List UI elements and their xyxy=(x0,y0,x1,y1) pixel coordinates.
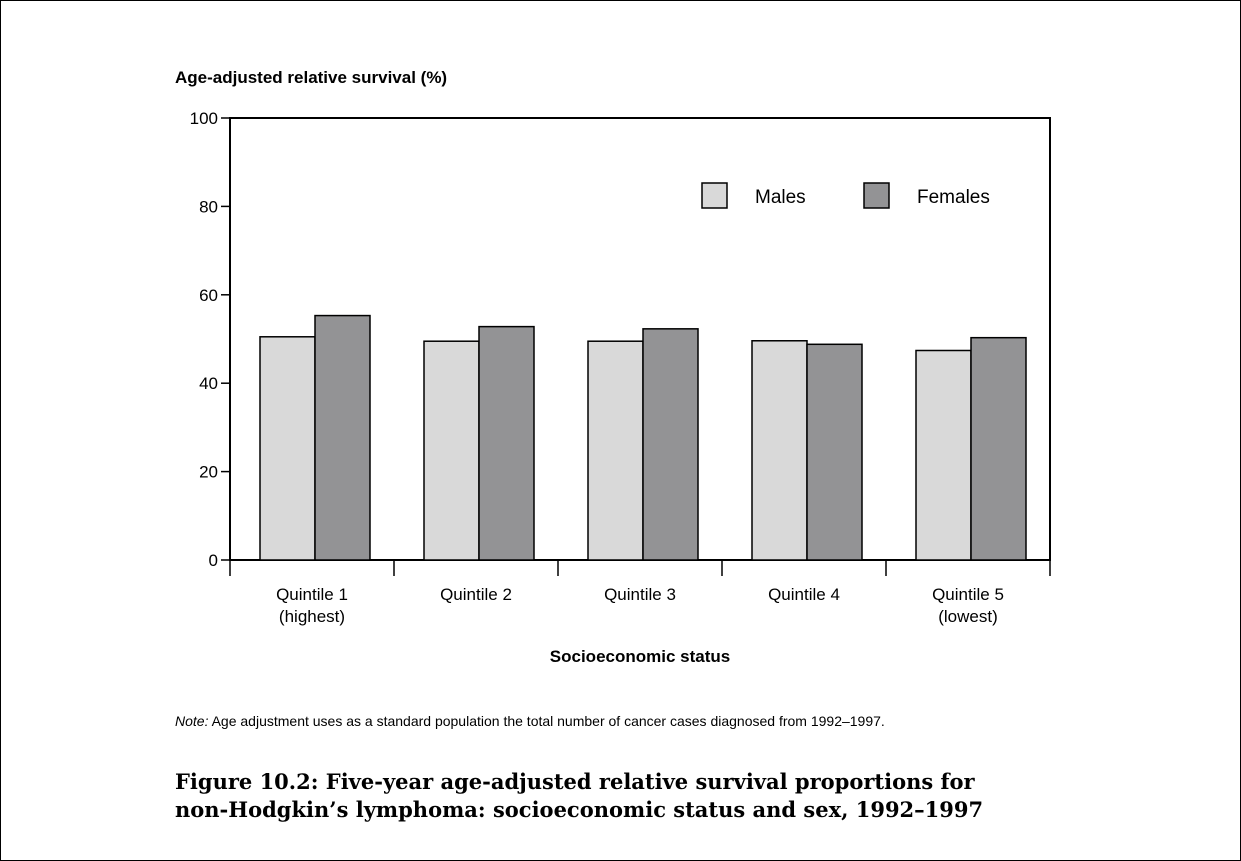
x-category-label: Quintile 3 xyxy=(604,585,676,604)
x-category-label: (highest) xyxy=(279,607,345,626)
bar-males-1 xyxy=(259,336,316,561)
bar-chart: Age-adjusted relative survival (%) 0 20 40… xyxy=(175,68,1051,666)
y-tick-label: 20 xyxy=(199,463,218,482)
bar-males-2 xyxy=(423,340,480,561)
figure-caption: Figure 10.2: Five-year age-adjusted rela… xyxy=(175,768,1175,824)
y-tick-label: 40 xyxy=(199,374,218,393)
legend-label-females: Females xyxy=(917,187,990,208)
legend-swatch-males xyxy=(701,182,728,209)
bar-females-4 xyxy=(806,343,863,561)
bar-females-3 xyxy=(642,328,699,561)
y-tick-label: 60 xyxy=(199,286,218,305)
bar-females-5 xyxy=(970,336,1027,561)
bar-males-3 xyxy=(587,340,644,561)
x-category-label: Quintile 5 xyxy=(932,585,1004,604)
caption-line-1: Figure 10.2: Five-year age-adjusted rela… xyxy=(175,769,975,794)
y-tick-label: 80 xyxy=(199,197,218,216)
y-tick-label: 0 xyxy=(209,551,218,570)
figure-note: Note: Age adjustment uses as a standard … xyxy=(175,713,885,729)
note-prefix: Note: xyxy=(175,713,209,729)
x-axis-title: Socioeconomic status xyxy=(550,647,730,666)
bar-females-2 xyxy=(478,325,535,561)
legend-label-males: Males xyxy=(755,187,806,208)
caption-line-2: non-Hodgkin’s lymphoma: socioeconomic st… xyxy=(175,797,984,822)
bar-females-1 xyxy=(314,314,371,561)
y-axis-title: Age-adjusted relative survival (%) xyxy=(175,68,447,87)
legend-swatch-females xyxy=(863,182,890,209)
note-text: Age adjustment uses as a standard popula… xyxy=(208,713,885,729)
x-category-label: Quintile 1 xyxy=(276,585,348,604)
y-tick-label: 100 xyxy=(190,109,218,128)
x-category-label: Quintile 4 xyxy=(768,585,840,604)
bar-males-4 xyxy=(751,340,808,561)
x-category-label: (lowest) xyxy=(938,607,998,626)
x-category-label: Quintile 2 xyxy=(440,585,512,604)
bar-males-5 xyxy=(915,349,972,561)
